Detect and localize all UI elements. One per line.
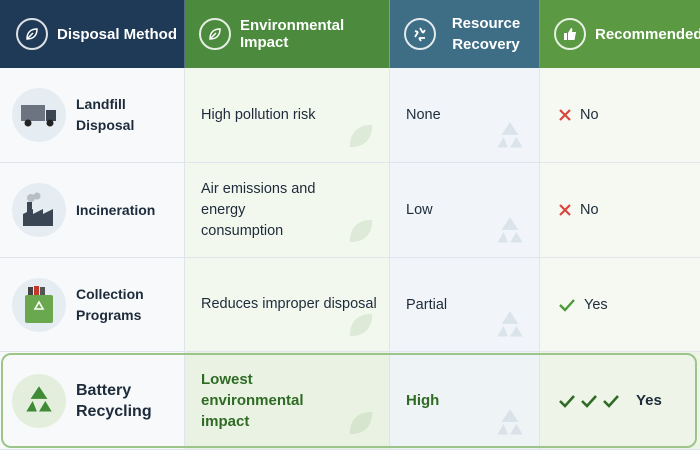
impact-text: High pollution risk [201,106,316,123]
header-cell: Resource Recovery [390,0,540,68]
method-cell: Landfill Disposal [0,68,185,163]
method-cell: Battery Recycling [0,352,185,450]
header-text: Environmental Impact [240,17,345,51]
header-cell: Disposal Method [0,0,185,68]
method-text: Battery Recycling [76,381,152,420]
recovery-text: High [406,392,440,409]
impact-text: Air emissions and energy consumption [201,180,316,239]
method-text: Incineration [76,201,156,218]
header-text: Resource Recovery [451,15,521,53]
recommended-text: No [580,202,599,218]
recovery-text: None [406,107,441,123]
recovery-cell: High [390,352,540,450]
recommended-cell: No [540,163,700,258]
header-text: Disposal Method [57,25,178,43]
method-text: Collection Programs [76,285,144,323]
header-text: Recommended [595,25,700,43]
recommended-text: Yes [584,296,608,313]
recovery-text: Low [406,202,433,218]
impact-cell: Reduces improper disposal [185,258,390,352]
recovery-cell: Partial [390,258,540,352]
method-cell: Incineration [0,163,185,258]
header-cell: Environmental Impact [185,0,390,68]
recommended-cell: Yes [540,258,700,352]
recommended-cell: Yes [540,352,700,450]
impact-text: Lowest environmental impact [201,371,304,430]
method-cell: Collection Programs [0,258,185,352]
header-cell: Recommended [540,0,700,68]
impact-text: Reduces improper disposal [201,296,377,312]
impact-cell: Air emissions and energy consumption [185,163,390,258]
method-text: Landfill Disposal [76,96,135,133]
recovery-cell: Low [390,163,540,258]
recommended-cell: No [540,68,700,163]
recommended-text: No [580,107,599,123]
recovery-cell: None [390,68,540,163]
recovery-text: Partial [406,296,448,313]
impact-cell: High pollution risk [185,68,390,163]
recommended-text: Yes [636,392,662,409]
impact-cell: Lowest environmental impact [185,352,390,450]
